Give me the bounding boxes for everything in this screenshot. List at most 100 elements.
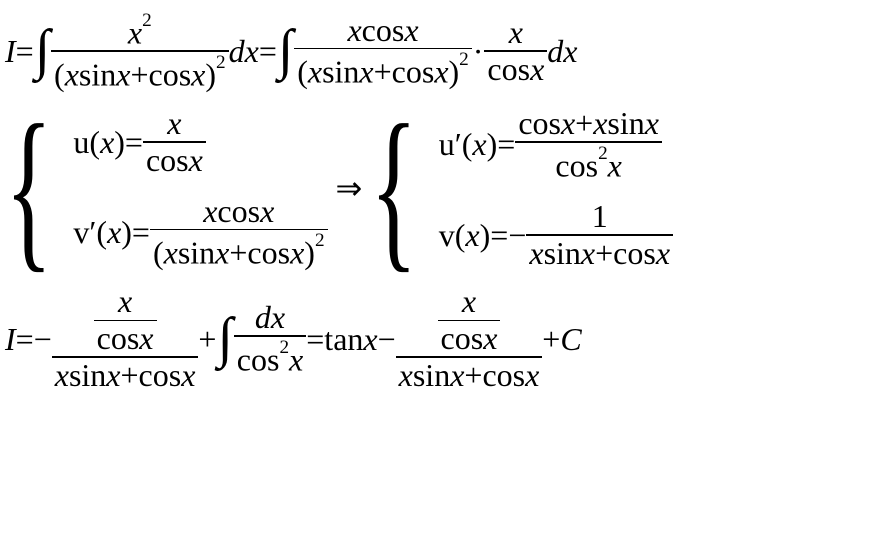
cos: cos: [613, 235, 656, 271]
paren: (: [153, 235, 164, 271]
v: v: [73, 216, 89, 248]
numerator: 1: [589, 199, 611, 234]
x: x: [530, 51, 544, 87]
x: x: [359, 54, 373, 90]
paren: ): [205, 56, 216, 92]
sin: sin: [79, 56, 116, 92]
exp: 2: [598, 143, 608, 164]
numerator: x cosx: [435, 284, 504, 356]
small-fraction: dx cos2x: [234, 300, 306, 377]
x: x: [434, 54, 448, 90]
minus: −: [34, 323, 52, 355]
exp: 2: [216, 52, 226, 73]
constant-C: C: [560, 323, 581, 355]
paren: (: [297, 54, 308, 90]
uprime-definition: u′(x)= cosx+xsinx cos2x: [439, 106, 673, 183]
close-eq: )=: [487, 128, 516, 160]
uprime-fraction: cosx+xsinx cos2x: [515, 106, 662, 183]
denominator: cosx: [94, 321, 157, 356]
x: x: [215, 235, 229, 271]
x: x: [260, 193, 274, 229]
plus: +: [229, 235, 247, 271]
equation-line-2: { u(x)= x cosx v′(x)= xcosx (xsinx+cosx)…: [5, 98, 877, 278]
denominator: xsinx+cosx: [396, 358, 543, 393]
sin: sin: [322, 54, 359, 90]
x: x: [65, 56, 79, 92]
equation-line-1: I = ∫ x2 (xsinx+cosx)2 dx = ∫ xcosx (xsi…: [5, 10, 877, 92]
x: x: [581, 235, 595, 271]
integral-sign: ∫: [35, 34, 50, 68]
x: x: [529, 235, 543, 271]
denominator: (xsinx+cosx)2: [150, 230, 328, 270]
x: x: [189, 142, 203, 178]
equation-line-3: I = − x cosx xsinx+cosx + ∫ dx cos2x = t…: [5, 284, 877, 393]
right-cases: { u′(x)= cosx+xsinx cos2x v(x)=− 1 xsinx…: [370, 98, 673, 278]
x: x: [561, 105, 575, 141]
u-fraction: x cosx: [143, 106, 206, 178]
paren: (: [96, 216, 107, 248]
integral-sign: ∫: [217, 322, 232, 356]
v: v: [439, 219, 455, 251]
x: x: [465, 219, 479, 251]
numerator: dx: [252, 300, 288, 335]
plus: +: [121, 357, 139, 393]
prime: ′: [89, 216, 96, 248]
brace-icon: {: [5, 98, 53, 278]
cos: cos: [362, 12, 405, 48]
denominator: xsinx+cosx: [526, 236, 673, 271]
x: x: [593, 105, 607, 141]
v-fraction: 1 xsinx+cosx: [526, 199, 673, 271]
plus: +: [198, 323, 216, 355]
exp: 2: [279, 337, 289, 358]
plus: +: [374, 54, 392, 90]
denominator: cosx: [438, 321, 501, 356]
x: x: [399, 357, 413, 393]
u: u: [439, 128, 455, 160]
var-I: I: [5, 35, 16, 67]
cases-right: u′(x)= cosx+xsinx cos2x v(x)=− 1 xsinx+c…: [439, 106, 673, 271]
x: x: [483, 320, 497, 356]
minus: −: [508, 219, 526, 251]
minus: −: [378, 323, 396, 355]
x: x: [128, 14, 142, 50]
close-eq: )=: [121, 216, 150, 248]
cos: cos: [555, 147, 598, 183]
numerator: x: [459, 284, 479, 319]
equals: =: [16, 35, 34, 67]
prime: ′: [455, 128, 462, 160]
u: u: [73, 126, 89, 158]
vprime-fraction: xcosx (xsinx+cosx)2: [150, 194, 328, 271]
cos: cos: [518, 105, 561, 141]
equals: =: [16, 323, 34, 355]
denominator: (xsinx+cosx)2: [294, 49, 472, 89]
close-eq: )=: [114, 126, 143, 158]
exp: 2: [142, 10, 152, 31]
v-definition: v(x)=− 1 xsinx+cosx: [439, 199, 673, 271]
sin: sin: [607, 105, 644, 141]
integral-sign: ∫: [278, 34, 293, 68]
x: x: [116, 56, 130, 92]
x: x: [645, 105, 659, 141]
dx: dx: [229, 35, 259, 67]
paren: (: [462, 128, 473, 160]
x: x: [404, 12, 418, 48]
denominator: cosx: [143, 143, 206, 178]
fraction-2: xcosx (xsinx+cosx)2: [294, 13, 472, 90]
sin: sin: [413, 357, 450, 393]
denominator: (xsinx+cosx)2: [51, 52, 229, 92]
x: x: [139, 320, 153, 356]
cos: cos: [149, 56, 192, 92]
x: x: [164, 235, 178, 271]
cos: cos: [482, 357, 525, 393]
x: x: [472, 128, 486, 160]
cos: cos: [392, 54, 435, 90]
plus: +: [130, 56, 148, 92]
u-definition: u(x)= x cosx: [73, 106, 327, 178]
implies-arrow: ⇒: [336, 172, 363, 204]
cos: cos: [487, 51, 530, 87]
cos: cos: [441, 320, 484, 356]
x: x: [289, 341, 303, 377]
numerator: xcosx: [344, 13, 421, 48]
cos: cos: [146, 142, 189, 178]
x: x: [347, 12, 361, 48]
